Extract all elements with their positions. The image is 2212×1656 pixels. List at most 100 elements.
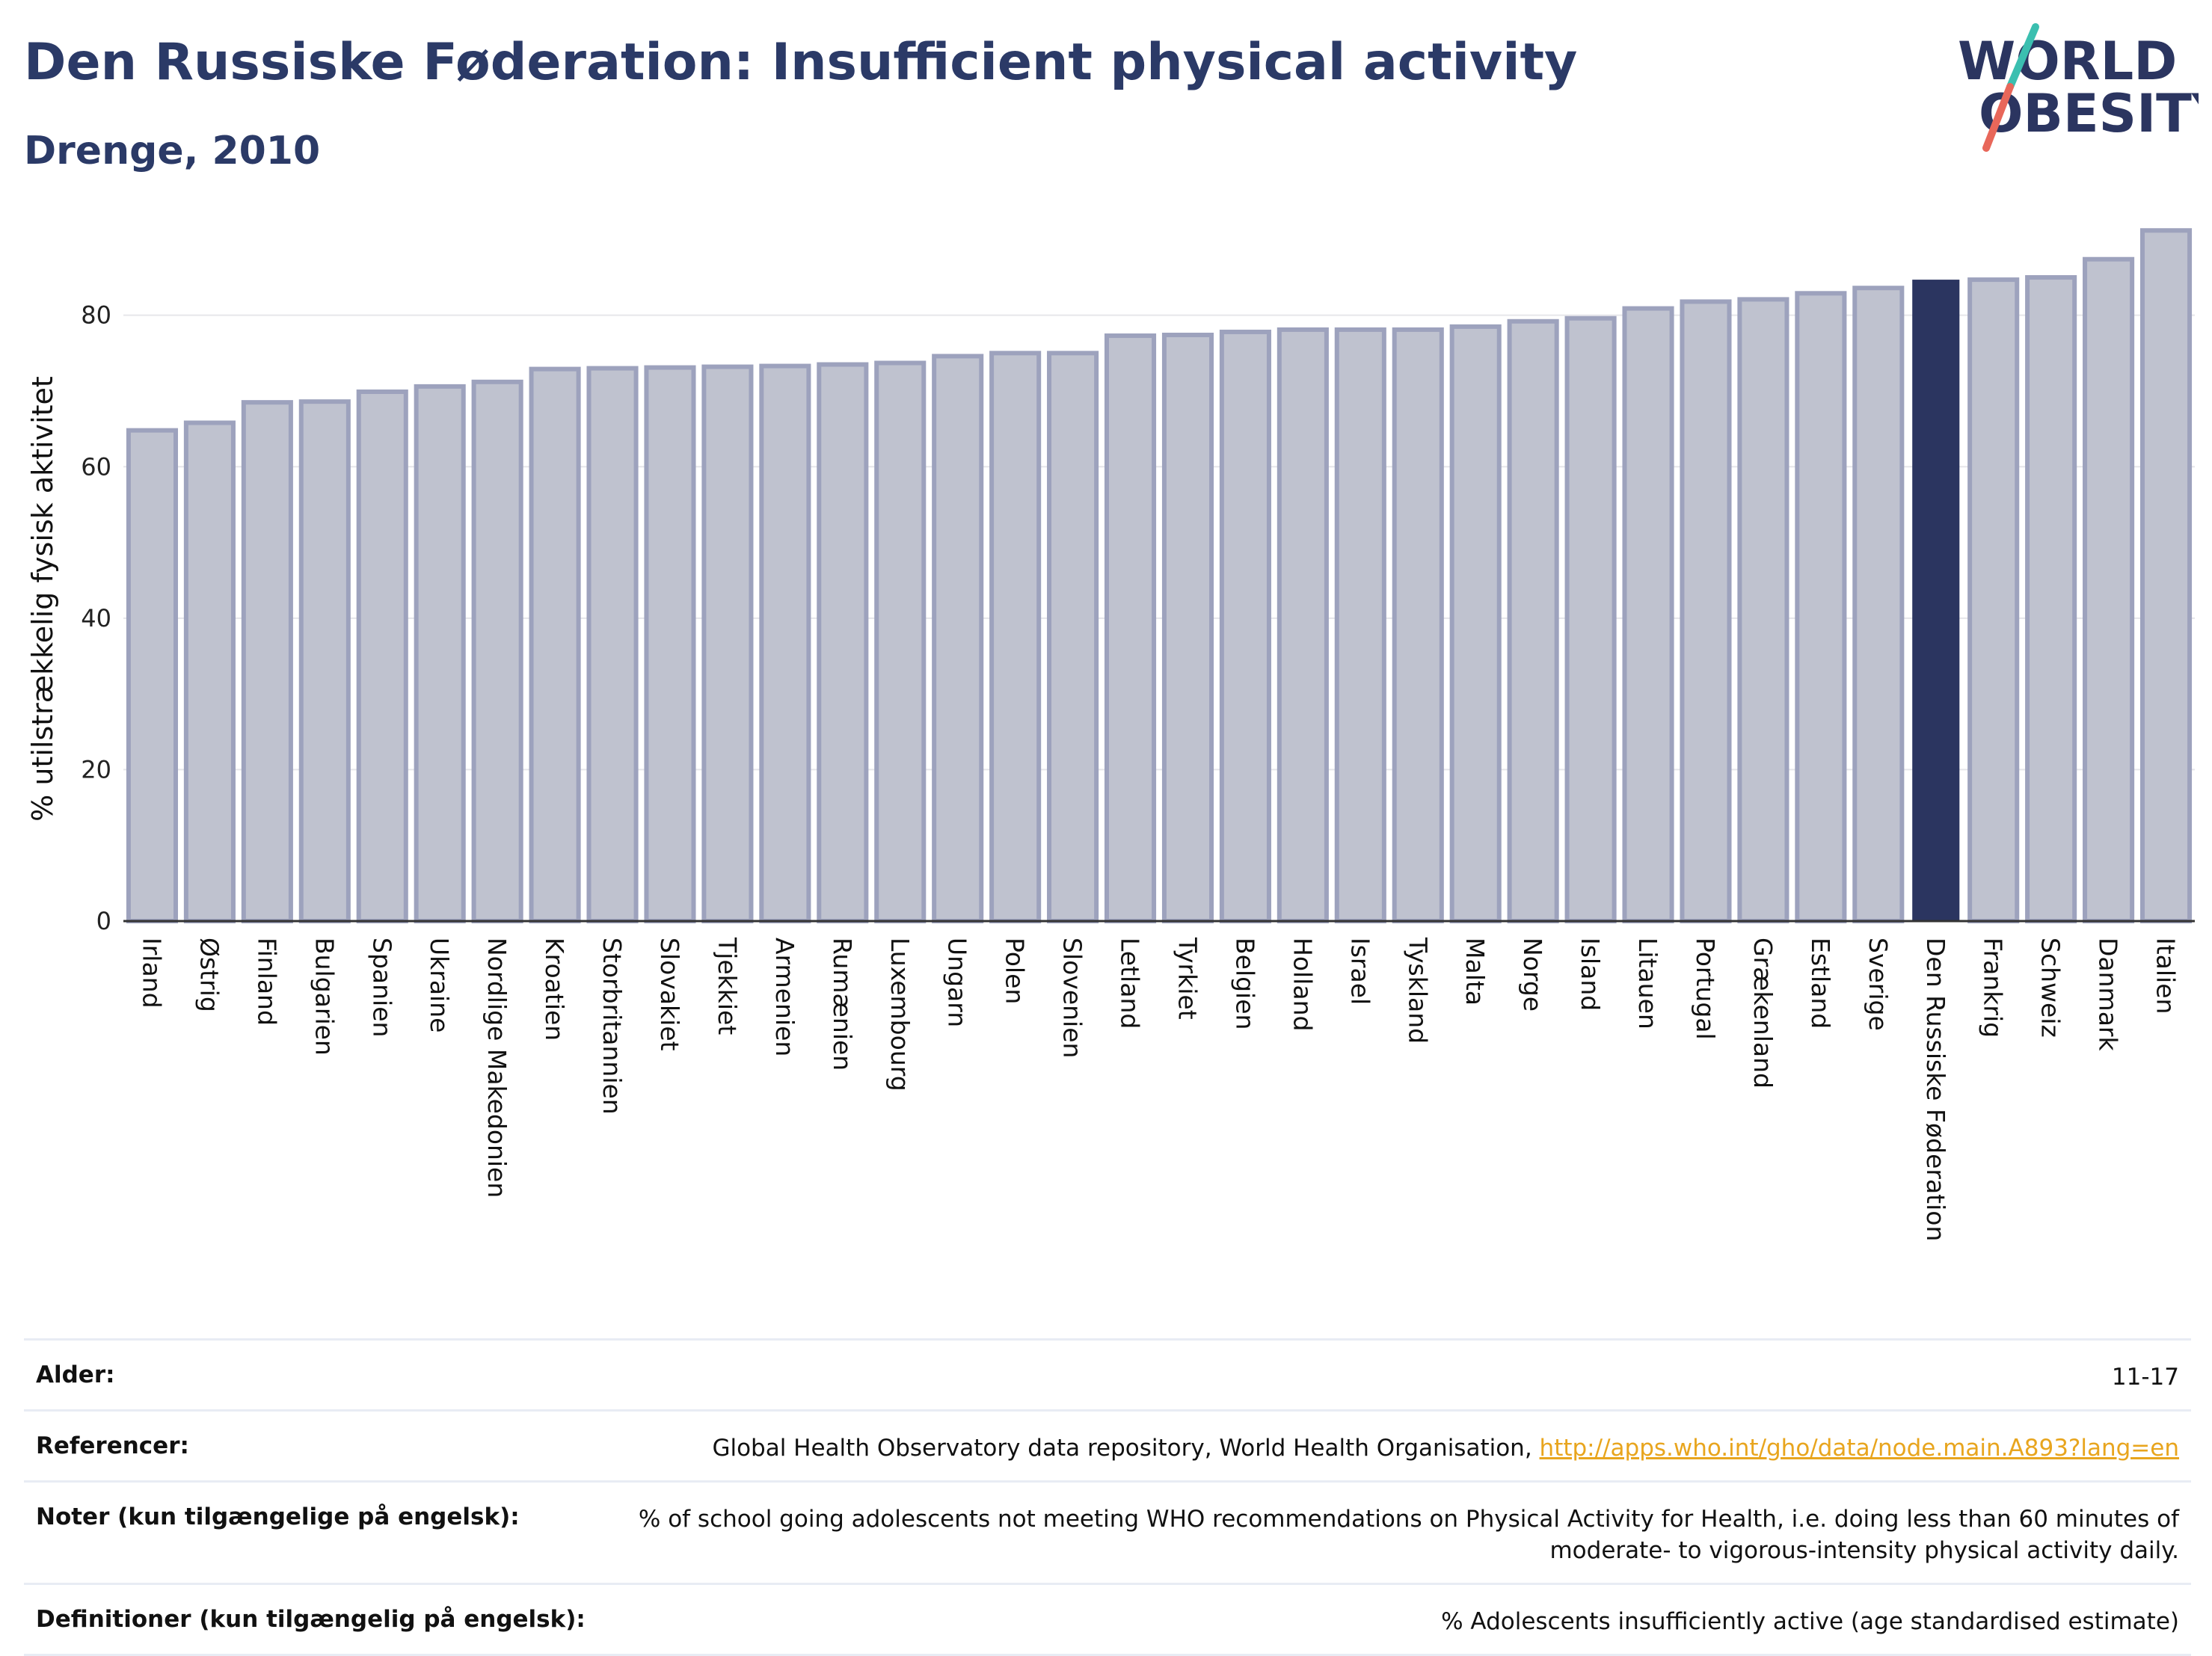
bar	[183, 420, 236, 923]
x-tick-label: Letland	[1116, 938, 1145, 1029]
logo-word-obesity: OBESITY	[1979, 83, 2199, 144]
bar	[1680, 299, 1732, 923]
x-tick-label: Danmark	[2094, 938, 2123, 1051]
chart-subtitle: Drenge, 2010	[24, 129, 321, 173]
references-value: Global Health Observatory data repositor…	[712, 1432, 2179, 1464]
y-tick-label: 80	[81, 301, 111, 330]
x-tick-label: Sverige	[1864, 938, 1893, 1031]
bar	[126, 428, 179, 923]
x-tick-label: Finland	[252, 938, 281, 1026]
x-tick-label: Slovakiet	[655, 938, 684, 1051]
bar	[1219, 329, 1271, 923]
x-tick-label: Nordlige Makedonien	[482, 938, 511, 1198]
bar	[874, 360, 927, 924]
bar	[241, 400, 293, 923]
world-obesity-logo[interactable]: WORLD OBESITY	[1952, 21, 2199, 156]
y-tick-label: 60	[81, 452, 111, 481]
y-axis-title: % utilstrækkelig fysisk aktivitet	[26, 376, 59, 822]
bar	[759, 363, 811, 923]
bar	[1507, 318, 1559, 923]
x-tick-label: Tjekkiet	[713, 937, 742, 1035]
x-tick-label: Irland	[137, 938, 166, 1009]
x-tick-label: Schweiz	[2036, 938, 2065, 1038]
bar	[1449, 324, 1502, 923]
references-label: Referencer:	[36, 1432, 189, 1459]
x-tick-label: Grækenland	[1748, 938, 1778, 1089]
bar	[932, 354, 984, 923]
x-tick-label: Tyrkiet	[1173, 937, 1202, 1020]
x-tick-label: Storbritannien	[597, 938, 627, 1115]
bar	[1564, 315, 1617, 924]
bar	[1276, 327, 1329, 923]
bar	[1737, 297, 1789, 924]
x-tick-label: Østrig	[194, 938, 224, 1012]
age-value: 11-17	[2111, 1364, 2179, 1391]
bar	[1622, 306, 1674, 923]
x-tick-label: Belgien	[1230, 938, 1259, 1029]
bar	[414, 384, 466, 923]
bar	[1161, 333, 1214, 924]
bar	[1795, 291, 1847, 923]
bar	[2083, 256, 2135, 923]
x-tick-label: Polen	[1001, 938, 1030, 1004]
bar	[529, 366, 581, 923]
meta-row-references: Referencer: Global Health Observatory da…	[24, 1412, 2191, 1483]
bar	[356, 389, 408, 923]
bar	[1104, 333, 1157, 923]
x-tick-label: Ukraine	[425, 938, 454, 1032]
x-tick-label: Spanien	[367, 938, 396, 1037]
definitions-value: % Adolescents insufficiently active (age…	[1441, 1608, 2179, 1635]
bar	[1334, 327, 1386, 923]
logo-slash-coral	[1982, 83, 2014, 152]
x-tick-label: Estland	[1806, 938, 1835, 1029]
x-tick-label: Malta	[1460, 938, 1490, 1006]
bar	[1392, 327, 1444, 923]
x-tick-label: Ungarn	[943, 938, 972, 1027]
logo-word-world: WORLD	[1958, 31, 2177, 92]
bar	[1967, 277, 2020, 923]
bar	[701, 364, 754, 924]
bar	[586, 366, 639, 924]
references-link[interactable]: http://apps.who.int/gho/data/node.main.A…	[1539, 1435, 2179, 1462]
bar	[471, 379, 523, 923]
x-tick-label: Holland	[1288, 938, 1317, 1031]
y-tick-label: 40	[81, 604, 111, 632]
x-tick-label: Portugal	[1691, 938, 1720, 1040]
x-tick-label: Frankrig	[1979, 938, 2008, 1038]
x-tick-label: Norge	[1518, 938, 1547, 1012]
x-tick-label: Den Russiske Føderation	[1921, 938, 1950, 1241]
x-tick-label: Rumænien	[828, 938, 857, 1071]
bar	[298, 399, 351, 923]
x-tick-label: Litauen	[1633, 938, 1662, 1029]
y-tick-label: 0	[96, 907, 111, 935]
x-tick-label: Kroatien	[540, 938, 569, 1041]
bar	[817, 362, 869, 924]
x-tick-label: Island	[1576, 938, 1605, 1011]
meta-row-notes: Noter (kun tilgængelige på engelsk): % o…	[24, 1483, 2191, 1585]
x-tick-label: Israel	[1345, 938, 1374, 1005]
age-label: Alder:	[36, 1361, 115, 1388]
bar	[2139, 228, 2193, 924]
notes-value: % of school going adolescents not meetin…	[638, 1506, 2179, 1564]
x-tick-label: Bulgarien	[310, 938, 339, 1056]
bar	[644, 365, 696, 923]
bar	[1912, 280, 1960, 922]
x-tick-label: Luxembourg	[885, 938, 915, 1092]
x-tick-label: Armenien	[770, 938, 799, 1056]
bar	[989, 351, 1042, 923]
logo-slash-teal	[2006, 23, 2039, 90]
bar	[1852, 286, 1905, 923]
bar	[1047, 351, 1099, 923]
bar	[2025, 275, 2077, 923]
x-tick-label: Italien	[2151, 938, 2181, 1014]
definitions-label: Definitioner (kun tilgængelig på engelsk…	[36, 1606, 586, 1633]
notes-label: Noter (kun tilgængelige på engelsk):	[36, 1503, 520, 1530]
chart-title: Den Russiske Føderation: Insufficient ph…	[24, 33, 1578, 92]
bar-chart: 0 20 40 60 80 % utilstrækkelig fysisk aktivit…	[26, 228, 2195, 1241]
x-tick-label: Tyskland	[1403, 937, 1432, 1044]
meta-row-age: Alder: 11-17	[24, 1341, 2191, 1412]
y-tick-label: 20	[81, 755, 111, 784]
references-text: Global Health Observatory data repositor…	[712, 1435, 1540, 1462]
metadata-table: Alder: 11-17 Referencer: Global Health O…	[24, 1338, 2191, 1656]
x-tick-label: Slovenien	[1058, 938, 1087, 1058]
